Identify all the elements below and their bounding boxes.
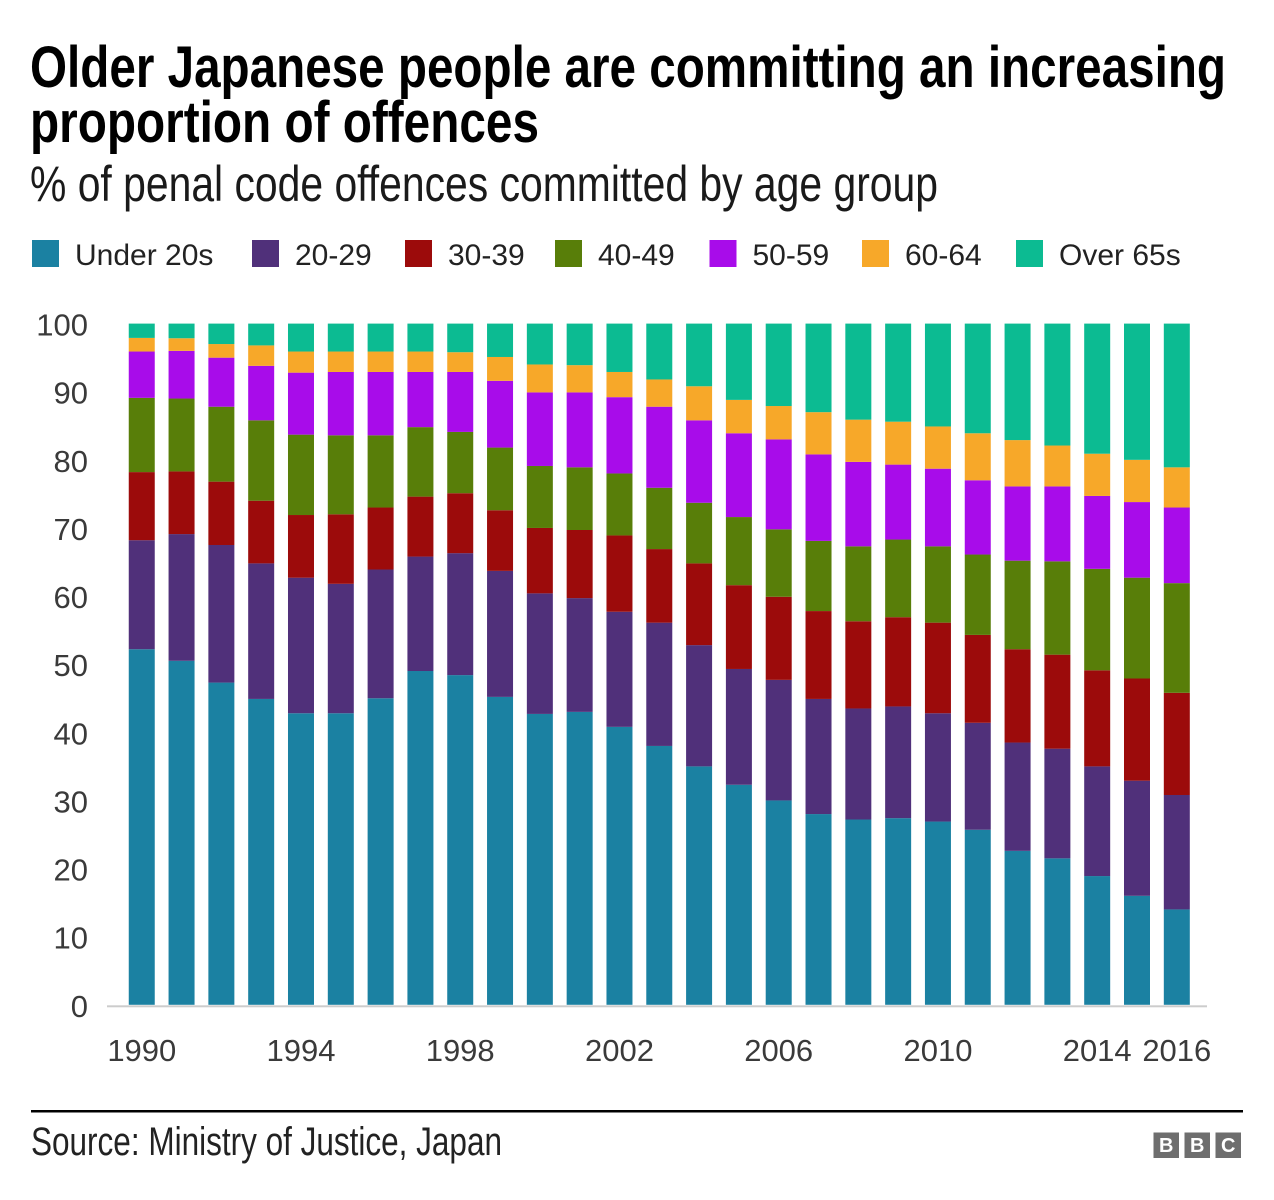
svg-text:1998: 1998 [426,1033,495,1068]
svg-text:2006: 2006 [744,1033,813,1068]
svg-text:80: 80 [54,444,88,479]
svg-text:40: 40 [54,716,88,751]
svg-text:2002: 2002 [585,1033,654,1068]
svg-text:1994: 1994 [267,1033,336,1068]
svg-text:30: 30 [54,784,88,819]
svg-text:50-59: 50-59 [753,239,830,272]
svg-text:0: 0 [71,989,88,1024]
svg-text:1990: 1990 [107,1033,176,1068]
svg-text:30-39: 30-39 [448,239,525,272]
svg-text:Under 20s: Under 20s [75,239,213,272]
svg-text:Older Japanese people are comm: Older Japanese people are committing an … [30,35,1226,100]
svg-text:2010: 2010 [904,1033,973,1068]
svg-text:B: B [1159,1135,1173,1157]
svg-text:B: B [1190,1135,1204,1157]
svg-text:Over 65s: Over 65s [1059,239,1181,272]
svg-text:90: 90 [54,376,88,411]
svg-text:10: 10 [54,921,88,956]
svg-text:20-29: 20-29 [295,239,372,272]
svg-text:2014: 2014 [1063,1033,1132,1068]
svg-text:60-64: 60-64 [905,239,982,272]
svg-text:C: C [1221,1135,1235,1157]
svg-text:50: 50 [54,648,88,683]
svg-text:2016: 2016 [1142,1033,1211,1068]
svg-text:40-49: 40-49 [598,239,675,272]
svg-text:proportion of offences: proportion of offences [30,90,539,155]
svg-text:Source: Ministry of Justice, J: Source: Ministry of Justice, Japan [31,1120,502,1164]
svg-text:70: 70 [54,512,88,547]
svg-text:% of penal code offences commi: % of penal code offences committed by ag… [30,156,938,212]
svg-text:60: 60 [54,580,88,615]
svg-text:100: 100 [36,308,88,343]
svg-text:20: 20 [54,853,88,888]
